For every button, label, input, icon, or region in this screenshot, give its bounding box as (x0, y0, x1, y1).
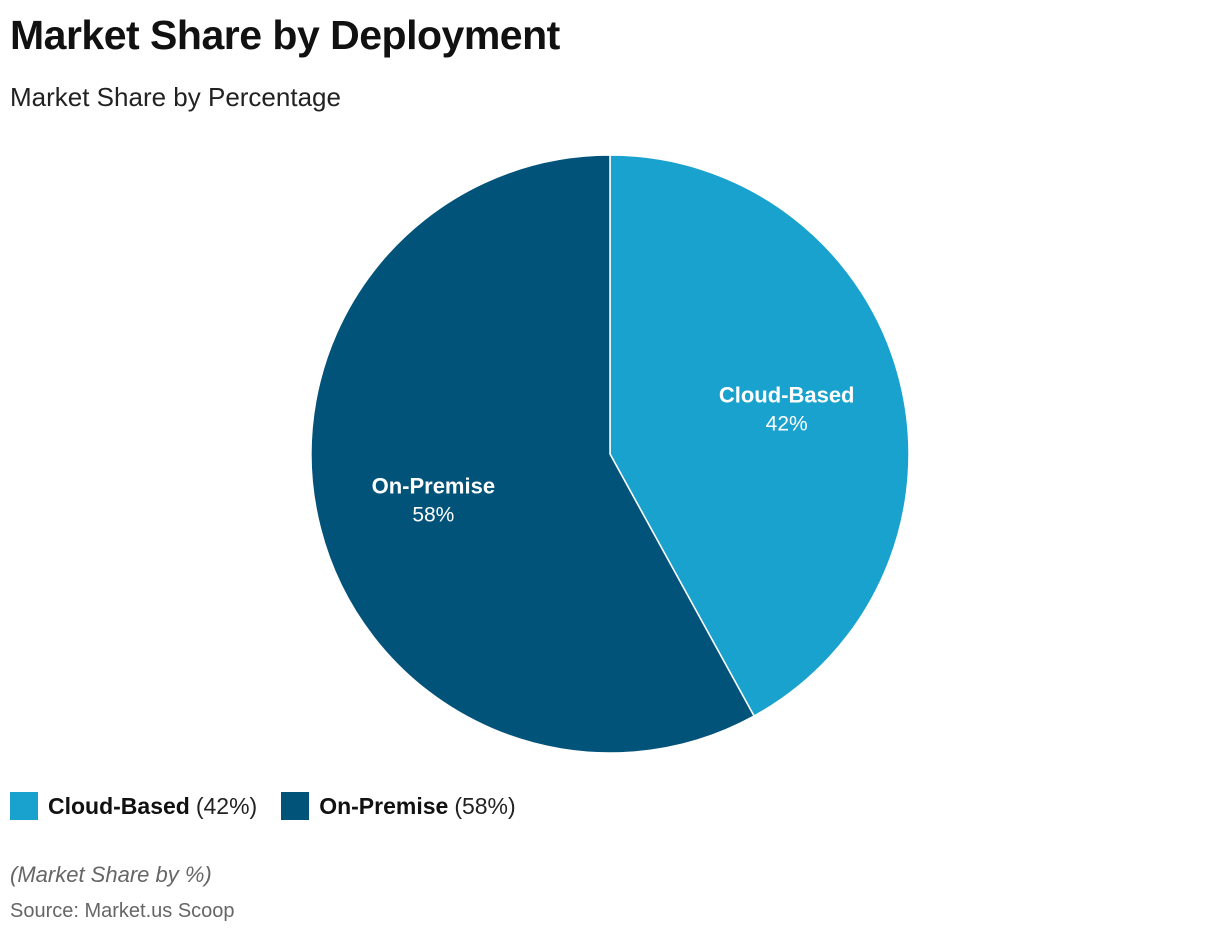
chart-source: Source: Market.us Scoop (10, 900, 235, 922)
legend-item-on-premise[interactable]: On-Premise (58%) (281, 792, 516, 820)
pie-slice-labels: Cloud-Based 42% On-Premise 58% (372, 383, 855, 527)
chart-legend: Cloud-Based (42%) On-Premise (58%) (10, 792, 540, 820)
slice-label-name-on-premise: On-Premise (372, 473, 496, 498)
legend-label-cloud-based: Cloud-Based (48, 792, 190, 819)
pie-slice-cloud-based[interactable] (609, 154, 910, 718)
legend-swatch-on-premise (281, 792, 310, 820)
legend-label-on-premise: On-Premise (319, 792, 449, 819)
pie-slices (310, 154, 910, 754)
legend-item-cloud-based[interactable]: Cloud-Based (42%) (10, 792, 257, 820)
legend-value-on-premise: (58%) (454, 792, 516, 819)
pie-slice-on-premise[interactable] (310, 154, 756, 754)
legend-value-cloud-based: (42%) (195, 792, 258, 819)
legend-swatch-cloud-based (10, 792, 38, 820)
pie-chart: Cloud-Based 42% On-Premise 58% (310, 154, 910, 754)
slice-label-value-cloud-based: 42% (766, 413, 808, 436)
chart-title: Market Share by Deployment (10, 12, 560, 58)
chart-note: (Market Share by %) (10, 862, 212, 887)
slice-label-value-on-premise: 58% (412, 503, 454, 526)
chart-subtitle: Market Share by Percentage (10, 82, 341, 112)
slice-label-name-cloud-based: Cloud-Based (719, 383, 855, 408)
